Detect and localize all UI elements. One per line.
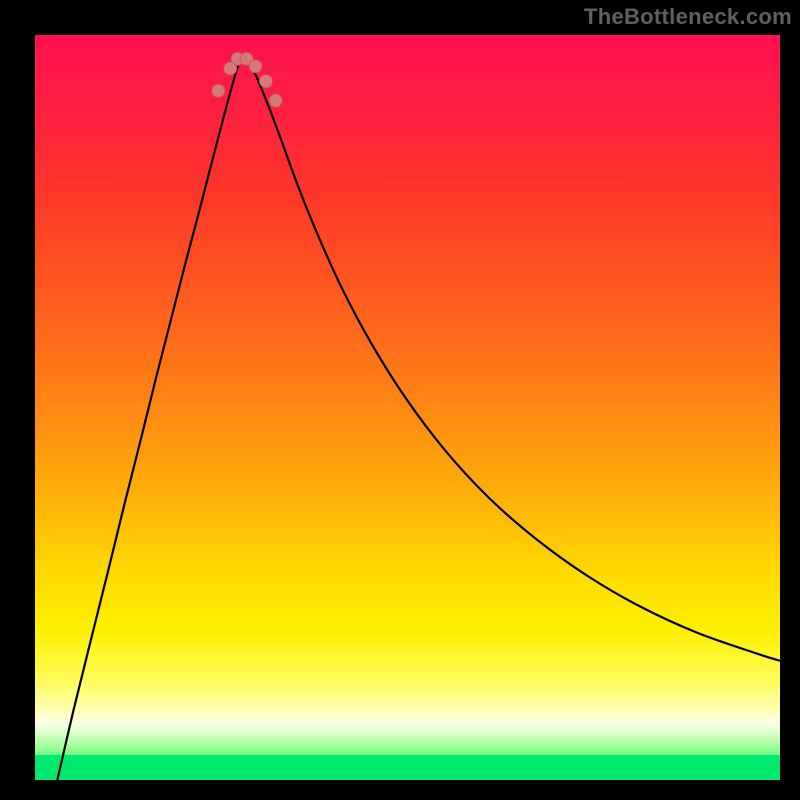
curve-overlay [35,35,780,780]
curve-marker [259,75,272,88]
curve-marker [212,84,225,97]
marker-group [212,52,282,107]
watermark-text: TheBottleneck.com [584,4,792,30]
curve-marker [269,94,282,107]
bottleneck-curve-right [244,57,780,660]
bottleneck-curve-left [57,57,243,780]
bottleneck-chart [35,35,780,780]
curve-marker [249,60,262,73]
